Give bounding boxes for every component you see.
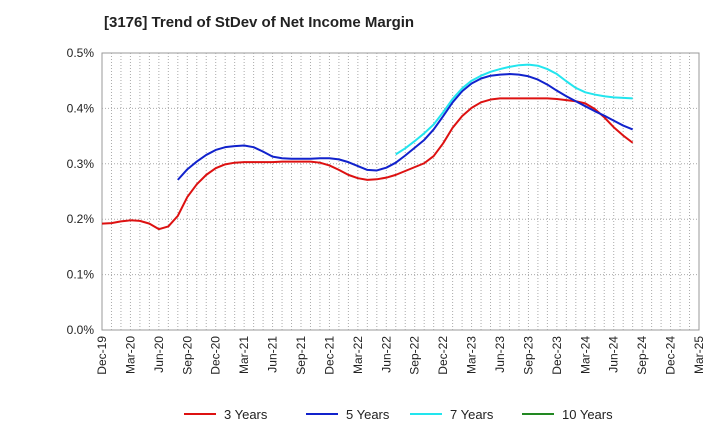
- x-tick-label: Dec-21: [322, 336, 336, 375]
- x-tick-label: Sep-20: [180, 336, 194, 375]
- legend-label: 5 Years: [346, 407, 390, 422]
- x-tick-label: Jun-21: [266, 336, 280, 373]
- x-tick-label: Sep-21: [294, 336, 308, 375]
- y-tick-label: 0.4%: [67, 101, 95, 115]
- x-tick-label: Dec-23: [550, 336, 564, 375]
- x-tick-label: Dec-24: [664, 336, 678, 375]
- x-tick-label: Dec-19: [95, 336, 109, 375]
- legend-label: 10 Years: [562, 407, 613, 422]
- x-tick-label: Jun-23: [493, 336, 507, 373]
- legend-label: 3 Years: [224, 407, 268, 422]
- x-tick-label: Mar-21: [237, 336, 251, 374]
- series-line-3-years: [101, 97, 634, 231]
- x-tick-label: Mar-22: [351, 336, 365, 374]
- series-line-5-years: [177, 73, 634, 181]
- x-tick-label: Mar-23: [465, 336, 479, 374]
- y-tick-label: 0.2%: [67, 212, 95, 226]
- x-tick-label: Jun-22: [379, 336, 393, 373]
- legend-label: 7 Years: [450, 407, 494, 422]
- x-tick-label: Dec-22: [436, 336, 450, 375]
- x-tick-label: Mar-20: [123, 336, 137, 374]
- x-tick-label: Mar-25: [692, 336, 706, 374]
- x-tick-label: Sep-22: [408, 336, 422, 375]
- y-tick-label: 0.0%: [67, 323, 95, 337]
- y-tick-label: 0.1%: [67, 268, 95, 282]
- x-tick-label: Sep-24: [635, 336, 649, 375]
- y-tick-label: 0.3%: [67, 157, 95, 171]
- x-tick-label: Sep-23: [521, 336, 535, 375]
- plot-area: [101, 52, 700, 331]
- series-line-7-years: [395, 63, 633, 156]
- chart-title: [3176] Trend of StDev of Net Income Marg…: [104, 14, 415, 31]
- y-tick-label: 0.5%: [67, 46, 95, 60]
- x-tick-label: Jun-24: [607, 336, 621, 373]
- x-tick-label: Dec-20: [209, 336, 223, 375]
- x-tick-label: Jun-20: [152, 336, 166, 373]
- x-tick-label: Mar-24: [578, 336, 592, 374]
